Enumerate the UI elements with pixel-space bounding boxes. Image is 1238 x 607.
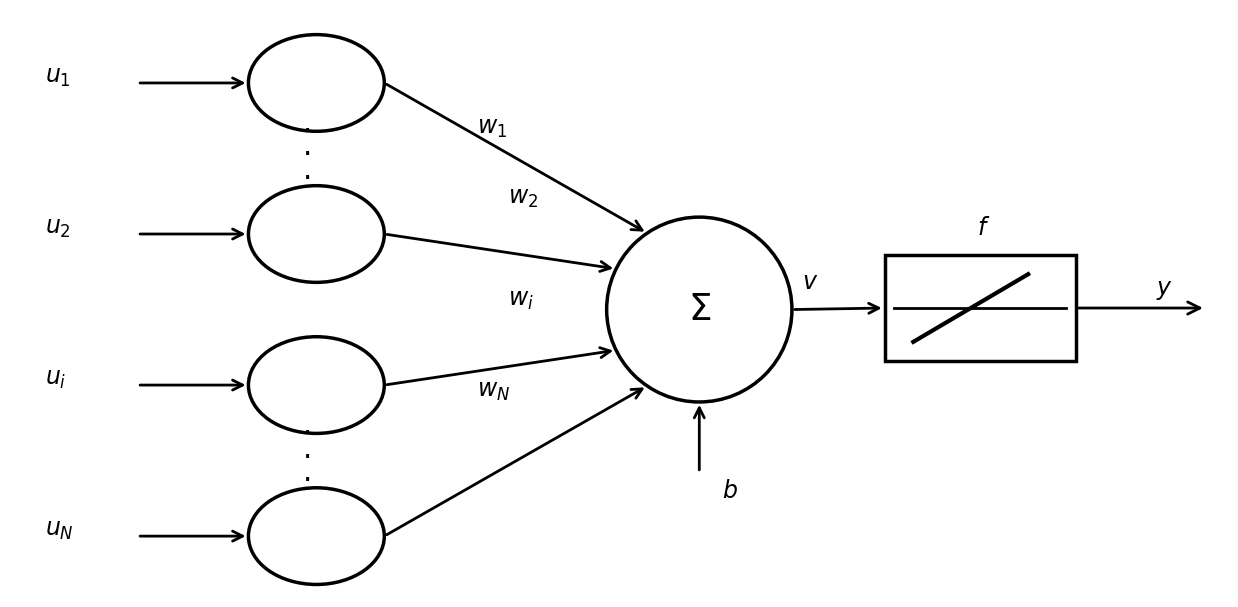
- Text: $f$: $f$: [977, 216, 990, 240]
- Text: ·
·
·: · · ·: [303, 118, 312, 193]
- Text: $w_1$: $w_1$: [477, 117, 508, 140]
- Text: $w_2$: $w_2$: [508, 186, 539, 210]
- Text: $w_i$: $w_i$: [508, 288, 534, 313]
- Text: $\Sigma$: $\Sigma$: [687, 291, 711, 328]
- Text: $b$: $b$: [722, 479, 738, 503]
- Text: $y$: $y$: [1156, 278, 1174, 302]
- Text: $u_i$: $u_i$: [45, 367, 66, 391]
- Text: $u_2$: $u_2$: [45, 216, 71, 240]
- Text: $w_N$: $w_N$: [477, 379, 510, 403]
- Text: ·
·
·: · · ·: [303, 420, 312, 495]
- Bar: [885, 255, 1076, 361]
- Text: $u_N$: $u_N$: [45, 518, 73, 542]
- Text: $u_1$: $u_1$: [45, 65, 71, 89]
- Text: $v$: $v$: [802, 270, 818, 294]
